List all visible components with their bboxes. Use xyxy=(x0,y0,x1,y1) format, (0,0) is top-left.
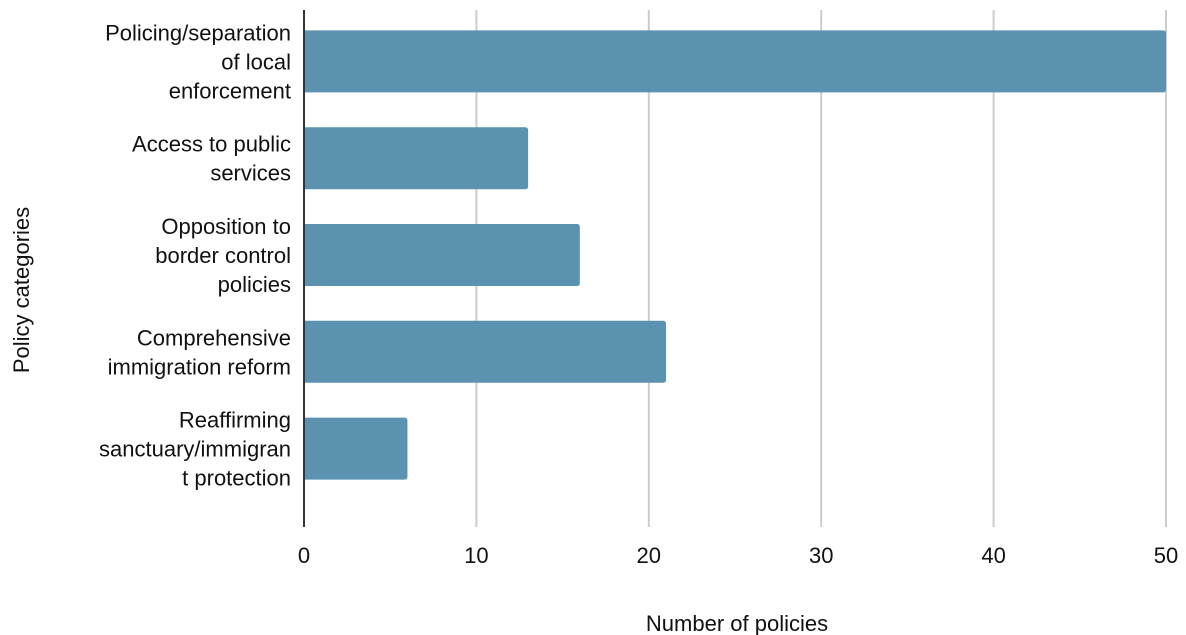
category-label-line: sanctuary/immigran xyxy=(99,437,291,462)
category-label-line: Policing/separation xyxy=(105,20,291,45)
x-tick-label: 20 xyxy=(637,543,661,568)
bar xyxy=(304,320,667,383)
category-label-line: services xyxy=(210,161,291,186)
category-label-line: border control xyxy=(155,243,291,268)
bar xyxy=(304,224,580,286)
category-label-line: immigration reform xyxy=(108,354,291,379)
category-label: Access to public services xyxy=(132,132,291,186)
x-tick-label: 0 xyxy=(298,543,310,568)
category-label-line: Comprehensive xyxy=(137,325,291,350)
gridlines xyxy=(475,10,1167,527)
category-label-line: t protection xyxy=(182,466,291,491)
bar xyxy=(304,127,529,190)
x-tick-labels: 0 10 20 30 40 50 xyxy=(298,543,1178,568)
category-label-line: enforcement xyxy=(169,78,291,103)
bar xyxy=(304,30,1166,93)
category-label: Comprehensive immigration reform xyxy=(108,325,291,379)
category-label-line: Reaffirming xyxy=(179,408,291,433)
category-labels: Policing/separation of local enforcement Ac… xyxy=(99,20,291,490)
category-label-line: Opposition to xyxy=(161,214,291,239)
category-label: Opposition to border control policies xyxy=(155,214,291,297)
category-label: Reaffirming sanctuary/immigran t protectio… xyxy=(99,408,291,491)
bars xyxy=(304,30,1166,480)
x-tick-label: 50 xyxy=(1154,543,1178,568)
x-tick-label: 30 xyxy=(809,543,833,568)
bar xyxy=(304,417,408,480)
category-label-line: of local xyxy=(221,49,291,74)
x-axis-title: Number of policies xyxy=(646,611,828,635)
x-tick-label: 40 xyxy=(981,543,1005,568)
category-label-line: policies xyxy=(218,272,291,297)
x-tick-label: 10 xyxy=(464,543,488,568)
category-label-line: Access to public xyxy=(132,132,291,157)
category-label: Policing/separation of local enforcement xyxy=(105,20,291,103)
y-axis-title: Policy categories xyxy=(9,207,34,373)
